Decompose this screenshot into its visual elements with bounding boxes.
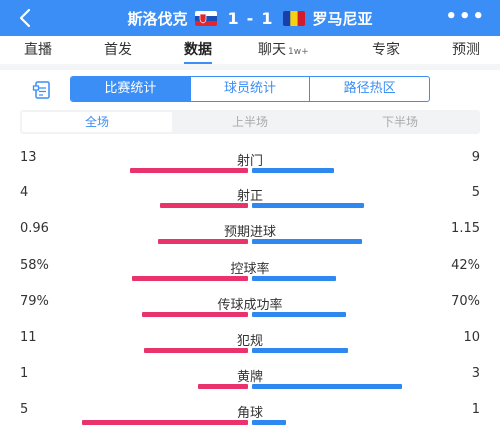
match-score: 斯洛伐克 1 - 1 罗马尼亚 xyxy=(0,0,500,36)
home-team-name: 斯洛伐克 xyxy=(127,9,188,28)
away-stat-bar xyxy=(252,168,334,173)
away-stat-value: 1 xyxy=(471,402,480,417)
stat-row: 5 角球 1 xyxy=(0,402,500,432)
stat-label: 角球 xyxy=(236,406,263,421)
more-options-icon[interactable]: ••• xyxy=(445,6,486,27)
back-arrow-icon[interactable] xyxy=(14,6,38,30)
romania-flag-icon xyxy=(283,10,306,26)
away-stat-bar xyxy=(252,276,336,281)
slovakia-flag-icon xyxy=(194,10,217,26)
home-stat-bar xyxy=(144,348,248,353)
away-stat-bar xyxy=(252,348,348,353)
main-tabs: 直播 首发 数据 聊天 1w+ 专家 预测 xyxy=(0,36,500,64)
home-stat-bar xyxy=(158,239,248,244)
period-filter: 全场 上半场 下半场 xyxy=(20,110,480,134)
home-stat-value: 5 xyxy=(20,402,29,417)
away-stat-value: 5 xyxy=(471,185,480,200)
stat-type-switch: 比赛统计 球员统计 路径热区 xyxy=(70,76,430,102)
away-stat-value: 70% xyxy=(451,294,480,309)
stat-row: 0.96 预期进球 1.15 xyxy=(0,221,500,251)
stat-label: 传球成功率 xyxy=(217,298,283,313)
stat-row: 1 黄牌 3 xyxy=(0,366,500,396)
stat-row: 79% 传球成功率 70% xyxy=(0,294,500,324)
tab-predict[interactable]: 预测 xyxy=(446,39,486,63)
tab-data[interactable]: 数据 xyxy=(178,39,218,63)
active-tab-indicator xyxy=(184,62,212,64)
home-stat-value: 0.96 xyxy=(20,221,49,236)
home-score: 1 xyxy=(227,8,239,28)
stat-row: 13 射门 9 xyxy=(0,150,500,180)
stat-label: 黄牌 xyxy=(236,370,263,385)
tab-chat[interactable]: 聊天 1w+ xyxy=(258,39,330,63)
stat-row: 58% 控球率 42% xyxy=(0,258,500,288)
score-dash: - xyxy=(246,8,254,28)
tab-live[interactable]: 直播 xyxy=(18,39,58,63)
home-stat-value: 1 xyxy=(20,366,29,381)
home-stat-value: 11 xyxy=(20,330,37,345)
heatmap-tab[interactable]: 路径热区 xyxy=(343,81,396,96)
chat-count-badge: 1w+ xyxy=(288,47,309,57)
away-stat-value: 42% xyxy=(451,258,480,273)
home-stat-bar xyxy=(130,168,248,173)
home-stat-value: 4 xyxy=(20,185,29,200)
home-stat-bar xyxy=(142,312,248,317)
away-stat-value: 3 xyxy=(471,366,480,381)
away-stat-bar xyxy=(252,203,364,208)
second-half-tab[interactable]: 下半场 xyxy=(381,115,418,129)
away-stat-bar xyxy=(252,420,286,425)
stat-label: 犯规 xyxy=(236,334,263,349)
tab-predict-label: 预测 xyxy=(452,42,480,58)
away-stat-value: 10 xyxy=(463,330,480,345)
away-stat-value: 9 xyxy=(471,150,480,165)
tab-lineup[interactable]: 首发 xyxy=(98,39,138,63)
tab-expert-label: 专家 xyxy=(372,42,400,58)
home-stat-value: 79% xyxy=(20,294,49,309)
stat-label: 预期进球 xyxy=(223,225,276,240)
home-stat-bar xyxy=(82,420,248,425)
away-score: 1 xyxy=(261,8,273,28)
home-stat-bar xyxy=(198,384,248,389)
home-stat-value: 13 xyxy=(20,150,37,165)
home-stat-bar xyxy=(132,276,248,281)
away-team-name: 罗马尼亚 xyxy=(312,9,373,28)
stat-label: 射正 xyxy=(236,189,263,204)
home-stat-bar xyxy=(160,203,248,208)
stat-row: 4 射正 5 xyxy=(0,185,500,215)
stat-label: 射门 xyxy=(236,154,263,169)
first-half-tab[interactable]: 上半场 xyxy=(231,115,268,129)
tab-lineup-label: 首发 xyxy=(104,42,132,58)
away-stat-bar xyxy=(252,239,362,244)
match-header: 斯洛伐克 1 - 1 罗马尼亚 ••• xyxy=(0,0,500,36)
away-stat-bar xyxy=(252,384,402,389)
match-stats-tab[interactable]: 比赛统计 xyxy=(71,77,191,101)
tab-expert[interactable]: 专家 xyxy=(366,39,406,63)
tab-live-label: 直播 xyxy=(24,42,52,58)
stat-row: 11 犯规 10 xyxy=(0,330,500,360)
away-stat-bar xyxy=(252,312,346,317)
player-stats-tab[interactable]: 球员统计 xyxy=(191,77,311,101)
tab-chat-label: 聊天 xyxy=(258,42,286,58)
section-divider xyxy=(0,64,500,70)
stat-label: 控球率 xyxy=(230,262,270,277)
full-match-tab[interactable]: 全场 xyxy=(22,112,172,132)
document-icon[interactable] xyxy=(32,79,54,101)
away-stat-value: 1.15 xyxy=(451,221,480,236)
home-stat-value: 58% xyxy=(20,258,49,273)
tab-data-label: 数据 xyxy=(184,42,212,58)
